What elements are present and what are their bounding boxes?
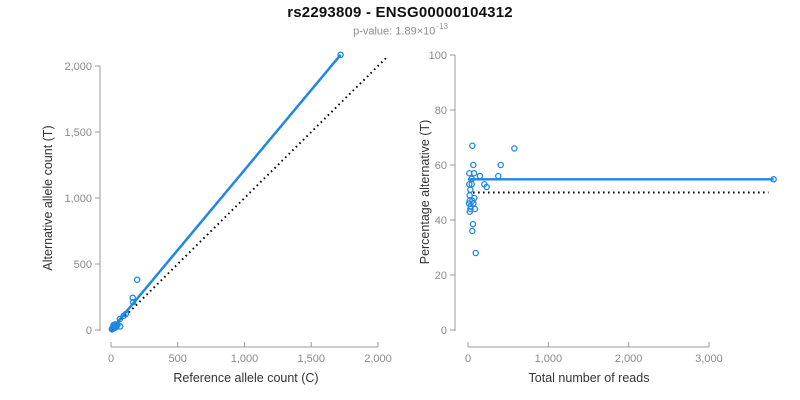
allele_counts-plot: 0 500 1,000 1,500 2,000 Alternative allele co… <box>41 51 392 385</box>
data-point <box>469 220 477 228</box>
y-axis: 0 20 40 60 80 100 Percentage alternative (T) <box>418 50 456 337</box>
y-tick-label: 500 <box>74 259 92 271</box>
x-tick-label: 1,500 <box>297 353 325 365</box>
data-points <box>108 51 344 333</box>
data-point <box>476 172 484 180</box>
x-tick-label: 0 <box>465 353 471 365</box>
data-points <box>465 142 777 257</box>
x-axis: 0 1,000 2,000 3,000 Total number of reads <box>465 342 723 385</box>
data-point <box>337 51 344 59</box>
regression-line <box>110 53 342 331</box>
data-point <box>472 249 479 257</box>
percentage_vs_reads-plot: 0 20 40 60 80 100 Percentage alternative (T) 0 1… <box>418 50 777 385</box>
x-tick-label: 1,000 <box>535 353 563 365</box>
x-tick-label: 1,000 <box>231 353 259 365</box>
data-point <box>466 208 473 215</box>
y-tick-label: 20 <box>435 270 447 282</box>
x-tick-label: 3,000 <box>695 353 723 365</box>
data-point <box>129 298 137 306</box>
data-point <box>108 326 116 333</box>
y-tick-label: 60 <box>435 160 447 172</box>
data-point <box>495 172 502 180</box>
y-axis-title: Percentage alternative (T) <box>418 120 432 265</box>
data-point <box>470 169 478 177</box>
data-point <box>133 276 141 283</box>
y-tick-label: 100 <box>429 50 447 62</box>
data-point <box>470 161 477 169</box>
x-tick-label: 500 <box>169 353 187 365</box>
x-tick-label: 0 <box>108 353 114 365</box>
data-point <box>511 145 518 152</box>
data-point <box>116 315 124 323</box>
data-point <box>120 312 127 319</box>
pvalue-label: p-value: <box>353 25 396 38</box>
y-tick-label: 40 <box>435 215 447 227</box>
x-axis-title: Reference allele count (C) <box>173 371 318 385</box>
data-point <box>129 294 137 302</box>
y-tick-label: 0 <box>86 325 92 337</box>
y-axis: 0 500 1,000 1,500 2,000 Alternative allele co… <box>41 61 101 337</box>
y-tick-label: 0 <box>441 325 447 337</box>
pvalue-exponent: -13 <box>436 22 448 31</box>
x-tick-label: 2,000 <box>364 353 392 365</box>
data-point <box>467 186 474 193</box>
y-axis-title: Alternative allele count (T) <box>41 125 55 270</box>
data-point <box>497 161 504 169</box>
figure-subtitle: p-value: 1.89×10-13 <box>0 22 800 38</box>
data-point <box>481 180 488 188</box>
data-point <box>770 176 777 183</box>
y-tick-label: 2,000 <box>64 61 92 73</box>
figure-title: rs2293809 - ENSG00000104312 <box>287 4 513 21</box>
data-point <box>469 227 476 235</box>
data-point <box>469 142 476 149</box>
y-tick-label: 1,000 <box>64 193 92 205</box>
y-tick-label: 80 <box>435 105 447 117</box>
identity-line <box>110 57 387 331</box>
y-tick-label: 1,500 <box>64 127 92 139</box>
pvalue-base: 1.89×10 <box>395 25 436 38</box>
x-axis-title: Total number of reads <box>529 371 650 385</box>
data-point <box>471 205 479 213</box>
x-axis: 0 500 1,000 1,500 2,000 Reference allele coun… <box>108 342 392 385</box>
x-tick-label: 2,000 <box>615 353 643 365</box>
